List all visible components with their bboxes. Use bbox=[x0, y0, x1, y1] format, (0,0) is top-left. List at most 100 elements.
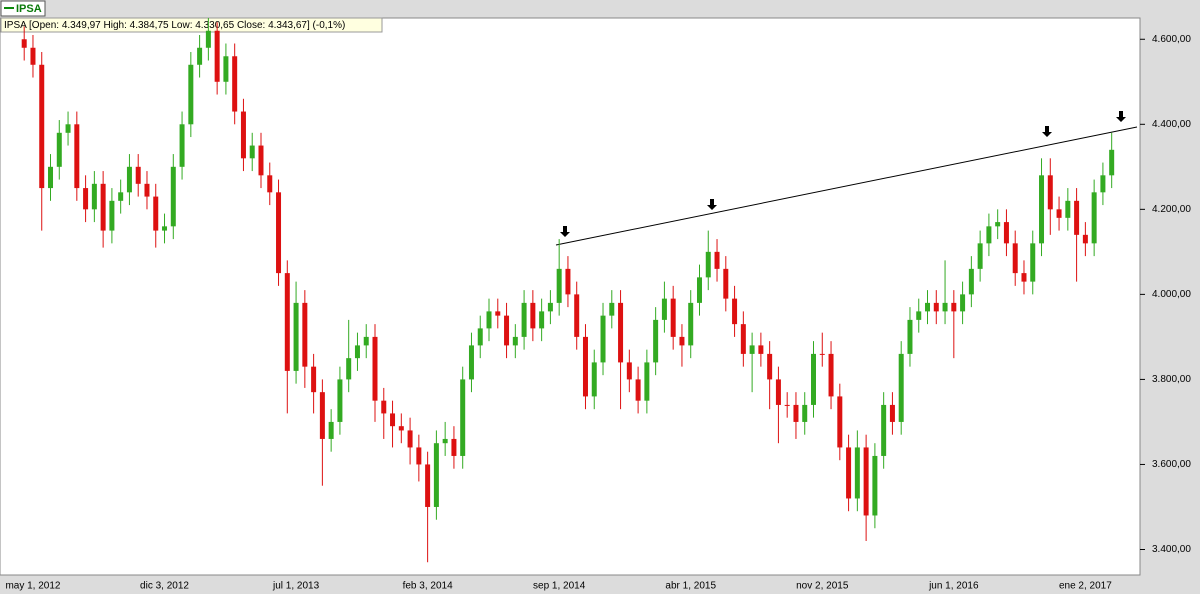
candle-body bbox=[635, 379, 641, 401]
candle-body bbox=[425, 464, 431, 507]
candle-body bbox=[819, 353, 825, 355]
candle-body bbox=[925, 302, 931, 312]
x-tick-label: sep 1, 2014 bbox=[533, 581, 586, 592]
candle-body bbox=[951, 302, 957, 312]
candle-body bbox=[600, 315, 606, 363]
candle-body bbox=[758, 345, 764, 354]
candle-body bbox=[977, 243, 983, 269]
arrow bbox=[1116, 111, 1126, 122]
candle-body bbox=[477, 328, 483, 346]
info-text: IPSA [Open: 4.349,97 High: 4.384,75 Low:… bbox=[4, 20, 345, 31]
x-tick-label: may 1, 2012 bbox=[5, 581, 60, 592]
candle-body bbox=[416, 447, 422, 465]
candle-body bbox=[197, 47, 203, 65]
candle-body bbox=[881, 404, 887, 456]
candle-body bbox=[714, 251, 720, 269]
candle-body bbox=[460, 379, 466, 456]
candle-body bbox=[372, 336, 378, 401]
candle-body bbox=[1039, 175, 1045, 244]
candle-body bbox=[1091, 192, 1097, 244]
candle-body bbox=[811, 353, 816, 405]
y-tick-label: 3.400,00 bbox=[1152, 544, 1191, 555]
candle-body bbox=[48, 166, 54, 189]
x-tick-label: jun 1, 2016 bbox=[928, 581, 979, 592]
candle-body bbox=[802, 404, 808, 422]
candle-body bbox=[1047, 175, 1053, 210]
candle-body bbox=[433, 443, 439, 507]
candle-body bbox=[565, 268, 571, 295]
y-tick-label: 4.400,00 bbox=[1152, 119, 1191, 130]
candle-body bbox=[898, 353, 904, 422]
candle-body bbox=[907, 319, 913, 354]
candle-body bbox=[153, 196, 159, 231]
candle-body bbox=[170, 166, 176, 227]
arrow bbox=[707, 199, 717, 210]
arrow bbox=[560, 226, 570, 237]
candle-body bbox=[486, 311, 492, 329]
candle-body bbox=[311, 366, 317, 393]
y-tick-label: 4.200,00 bbox=[1152, 204, 1191, 215]
candle-body bbox=[609, 302, 615, 316]
candle-body bbox=[232, 56, 238, 112]
candle-body bbox=[767, 353, 773, 380]
candle-body bbox=[21, 39, 27, 48]
candle-body bbox=[504, 315, 510, 346]
candle-body bbox=[1003, 222, 1009, 244]
candle-body bbox=[74, 124, 80, 189]
x-tick-label: feb 3, 2014 bbox=[403, 581, 453, 592]
candle-body bbox=[1074, 200, 1080, 235]
candle-body bbox=[1021, 273, 1027, 282]
legend-box[interactable] bbox=[0, 0, 46, 17]
candle-body bbox=[398, 426, 404, 431]
candle-body bbox=[591, 362, 597, 397]
candle-body bbox=[740, 324, 746, 354]
candle-body bbox=[530, 302, 536, 329]
candle-body bbox=[995, 222, 1001, 227]
x-tick-label: abr 1, 2015 bbox=[665, 581, 716, 592]
candle-body bbox=[872, 455, 878, 516]
candle-body bbox=[775, 379, 781, 405]
candle-body bbox=[249, 145, 255, 159]
candle-body bbox=[618, 302, 624, 363]
candle-body bbox=[916, 311, 922, 320]
candle-body bbox=[784, 404, 790, 406]
candle-body bbox=[1030, 243, 1036, 282]
candle-body bbox=[390, 413, 396, 427]
candle-body bbox=[346, 358, 352, 380]
candle-body bbox=[100, 183, 106, 231]
candle-body bbox=[793, 404, 799, 422]
candle-body bbox=[889, 404, 895, 422]
candle-body bbox=[135, 166, 141, 184]
candle-body bbox=[442, 438, 448, 444]
candle-body bbox=[258, 145, 264, 176]
candle-body bbox=[933, 302, 939, 312]
candle-body bbox=[670, 298, 676, 337]
candle-body bbox=[319, 392, 325, 439]
candle-body bbox=[661, 298, 667, 320]
candle-body bbox=[337, 379, 343, 422]
candle-body bbox=[960, 294, 966, 312]
candle-body bbox=[679, 336, 685, 346]
candle-body bbox=[284, 273, 290, 371]
candle-body bbox=[828, 353, 834, 397]
legend-label: IPSA bbox=[16, 3, 42, 15]
candle-body bbox=[1065, 200, 1071, 218]
candle-body bbox=[986, 226, 992, 244]
candle-body bbox=[846, 447, 852, 499]
candle-body bbox=[118, 192, 124, 201]
candle-body bbox=[267, 175, 273, 193]
candle-body bbox=[547, 302, 553, 312]
candle-body bbox=[732, 298, 738, 325]
candle-body bbox=[863, 447, 869, 516]
x-tick-label: jul 1, 2013 bbox=[272, 581, 320, 592]
candle-body bbox=[749, 345, 755, 354]
arrows bbox=[560, 111, 1126, 237]
y-tick-label: 3.600,00 bbox=[1152, 459, 1191, 470]
candle-body bbox=[276, 192, 282, 274]
candle-body bbox=[626, 362, 632, 380]
x-tick-label: ene 2, 2017 bbox=[1059, 581, 1112, 592]
candle-body bbox=[837, 396, 843, 448]
candle-body bbox=[582, 336, 588, 397]
